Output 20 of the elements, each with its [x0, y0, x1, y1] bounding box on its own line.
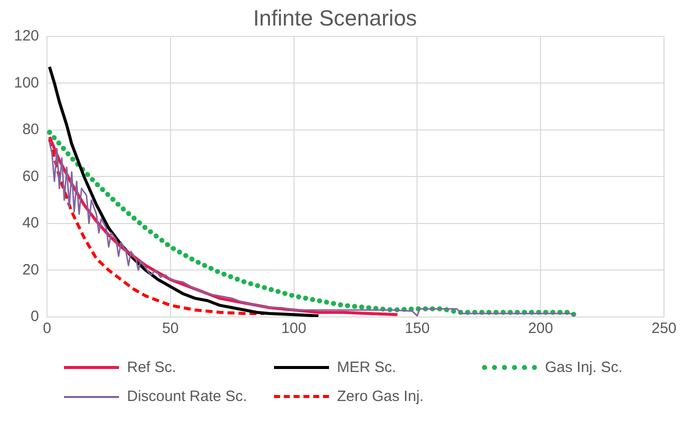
y-tick-label: 120: [14, 28, 40, 45]
legend-label: Zero Gas Inj.: [337, 388, 424, 405]
chart-title: Infinte Scenarios: [253, 5, 417, 30]
line-series: [48, 138, 266, 315]
legend-label: MER Sc.: [337, 359, 396, 376]
y-tick-label: 20: [22, 261, 40, 278]
y-tick-label: 40: [22, 214, 40, 232]
y-tick-label: 0: [30, 308, 40, 326]
x-tick-label: 0: [42, 320, 52, 338]
x-tick-label: 50: [162, 320, 179, 338]
legend-label: Discount Rate Sc.: [127, 388, 248, 405]
legend-label: Ref Sc.: [127, 359, 176, 376]
y-tick-label: 60: [22, 168, 40, 185]
x-tick-label: 200: [528, 320, 554, 338]
x-tick-label: 100: [281, 320, 306, 338]
y-tick-label: 80: [22, 121, 40, 138]
x-tick-label: 250: [651, 320, 677, 338]
legend-label: Gas Inj. Sc.: [545, 359, 623, 376]
y-tick-label: 100: [14, 74, 40, 92]
x-tick-label: 150: [404, 320, 430, 338]
